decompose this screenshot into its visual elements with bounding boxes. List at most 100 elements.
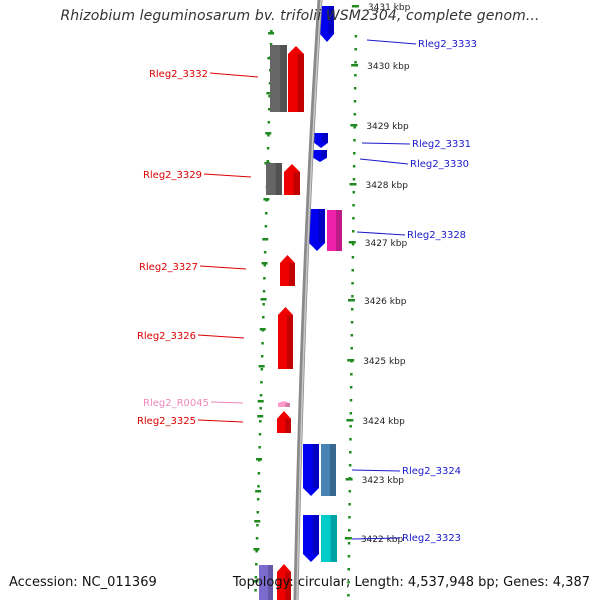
ruler-label: 3430 kbp <box>367 62 410 72</box>
track-dot <box>266 147 270 150</box>
track-dot <box>351 282 354 285</box>
gene-label-rleg2-3325: Rleg2_3325 <box>137 416 196 427</box>
ruler-label: 3427 kbp <box>365 239 408 249</box>
track-dot <box>269 43 273 46</box>
track-dot <box>263 264 267 267</box>
gene-rleg2-3325 <box>277 411 291 433</box>
track-dot <box>262 316 265 319</box>
track-dot <box>262 290 266 293</box>
gene-label-rleg2-3330: Rleg2_3330 <box>410 159 469 170</box>
track-dot <box>257 472 261 475</box>
track-dash <box>266 92 273 95</box>
track-dot <box>352 165 356 168</box>
gene-rleg2-3324-shade <box>312 444 319 488</box>
track-dot <box>258 446 261 449</box>
track-dash <box>254 520 261 523</box>
track-dot <box>267 108 271 111</box>
ruler-tick <box>346 419 354 422</box>
track-dot <box>347 594 350 597</box>
track-dot <box>351 256 355 259</box>
gene-label-rleg2-3329: Rleg2_3329 <box>143 170 202 181</box>
feature-block-shade <box>268 565 273 600</box>
feature-block <box>321 515 337 562</box>
track-dot <box>354 48 357 51</box>
ruler-tick <box>348 241 356 244</box>
gene-label-rleg2-3331: Rleg2_3331 <box>412 139 471 150</box>
track-dash <box>255 490 262 493</box>
track-dot <box>350 308 354 311</box>
leader-line <box>210 401 244 404</box>
track-dash <box>256 458 263 461</box>
ruler-label: 3428 kbp <box>366 181 409 191</box>
track-dot <box>353 152 356 155</box>
feature-block <box>321 444 336 496</box>
feature-block-shade <box>275 163 282 195</box>
leader-line <box>361 142 411 145</box>
gene-label-rleg2-3328: Rleg2_3328 <box>407 230 466 241</box>
track-dot <box>352 178 356 181</box>
track-dot <box>352 191 356 194</box>
track-dash <box>260 298 267 301</box>
track-dot <box>259 420 262 423</box>
gene-label-rleg2-3333: Rleg2_3333 <box>418 39 477 50</box>
track-dot <box>262 303 265 306</box>
gene-rleg2-3331-shade <box>322 133 328 143</box>
track-dash <box>268 32 275 35</box>
gene-rleg2-3333 <box>320 6 334 42</box>
track-dot <box>349 412 353 415</box>
track-dot <box>270 30 273 33</box>
track-dot <box>254 589 257 592</box>
track-dot <box>256 511 260 514</box>
track-dash <box>253 548 260 551</box>
leader-line <box>351 537 401 540</box>
ruler-tick <box>351 64 359 67</box>
genome-title: Rhizobium leguminosarum bv. trifolii WSM… <box>60 8 540 24</box>
track-dot <box>267 134 270 137</box>
gene-rleg2-3327 <box>280 255 295 286</box>
gene-rleg2-3326-shade <box>287 315 293 369</box>
track-dot <box>350 321 354 324</box>
track-dot <box>259 407 262 410</box>
track-dot <box>254 576 258 579</box>
track-dot <box>255 550 258 553</box>
track-dot <box>350 334 354 337</box>
gene-rleg2-r0045-shade <box>285 403 290 407</box>
track-dot <box>256 498 260 501</box>
ruler-label: 3423 kbp <box>362 476 405 486</box>
track-dot <box>256 524 259 527</box>
track-dash <box>259 328 266 331</box>
track-dash <box>258 365 265 368</box>
track-dot <box>349 451 352 454</box>
partial-gene-arrow <box>277 564 291 600</box>
track-dot <box>348 529 351 532</box>
track-dot <box>354 61 357 64</box>
leader-line <box>199 265 247 270</box>
gene-label-rleg2-3332: Rleg2_3332 <box>149 69 208 80</box>
leader-line <box>359 158 409 165</box>
feature-block-shade <box>336 210 342 251</box>
track-dot <box>264 225 268 228</box>
track-dot <box>353 126 356 129</box>
track-dot <box>257 485 260 488</box>
feature-block-shade <box>330 515 337 562</box>
track-dot <box>351 269 354 272</box>
track-dot <box>349 438 352 441</box>
feature-block <box>270 45 287 112</box>
gene-label-rleg2-r0045: Rleg2_R0045 <box>143 398 209 409</box>
leader-line <box>197 334 245 339</box>
track-dot <box>351 295 354 298</box>
track-dot <box>353 139 356 142</box>
gene-rleg2-3323-shade <box>312 515 319 554</box>
gene-rleg2-3332 <box>288 46 304 112</box>
track-dot <box>351 243 355 246</box>
track-dot <box>260 368 264 371</box>
leader-line <box>366 39 417 45</box>
track-dot <box>349 386 353 389</box>
genome-summary: Topology: circular; Length: 4,537,948 bp… <box>232 575 590 590</box>
ruler-tick <box>345 478 353 481</box>
track-dot <box>353 87 357 90</box>
gene-rleg2-3326 <box>278 307 293 369</box>
track-dash <box>252 580 259 583</box>
track-dot <box>348 516 351 519</box>
track-dot <box>268 95 271 98</box>
